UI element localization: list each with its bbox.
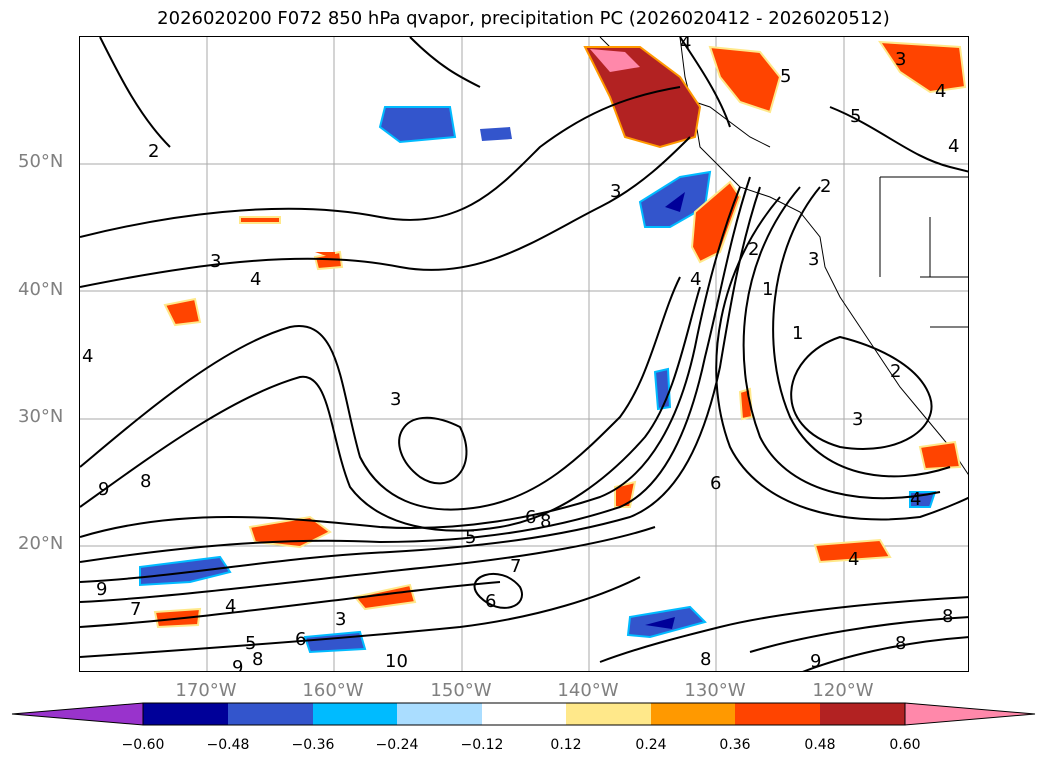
contour-label: 4 bbox=[225, 596, 236, 617]
shaded-fields bbox=[139, 40, 967, 654]
contour-label: 8 bbox=[140, 471, 151, 492]
contour-label: 2 bbox=[890, 361, 901, 382]
colorbar-extend-high bbox=[904, 702, 1036, 726]
contour-label: 4 bbox=[680, 37, 691, 54]
shade-positive-alaska bbox=[583, 46, 702, 149]
lon-label-170w: 170°W bbox=[175, 680, 237, 701]
contour-label: 3 bbox=[895, 49, 906, 70]
colorbar-bin bbox=[820, 703, 905, 725]
colorbar-bin bbox=[735, 703, 820, 725]
figure-title: 2026020200 F072 850 hPa qvapor, precipit… bbox=[157, 8, 890, 29]
map-panel: 2 3 4 3 4 3 2 1 9 8 9 7 4 3 5 6 9 8 10 6… bbox=[79, 36, 969, 672]
colorbar-bin bbox=[228, 703, 313, 725]
contour-label: 3 bbox=[335, 609, 346, 630]
colorbar-tick-label: −0.60 bbox=[121, 737, 165, 753]
lat-label-50n: 50°N bbox=[18, 151, 64, 172]
lon-label-120w: 120°W bbox=[812, 680, 874, 701]
contour-label: 6 bbox=[295, 629, 306, 650]
lat-label-20n: 20°N bbox=[18, 533, 64, 554]
contour-label: 2 bbox=[148, 141, 159, 162]
contour-label: 4 bbox=[82, 346, 93, 367]
contour-label: 5 bbox=[465, 527, 476, 548]
contour-label: 5 bbox=[850, 106, 861, 127]
contour-label: 10 bbox=[385, 651, 408, 672]
shade-positive-bc bbox=[708, 45, 782, 114]
colorbar-tick-label: 0.60 bbox=[889, 737, 921, 753]
colorbar-tick-label: 0.24 bbox=[635, 737, 667, 753]
colorbar-bin bbox=[482, 703, 566, 725]
colorbar-tick-label: −0.24 bbox=[375, 737, 419, 753]
colorbar-bin bbox=[313, 703, 397, 725]
contour-label: 4 bbox=[690, 269, 701, 290]
lat-label-40n: 40°N bbox=[18, 279, 64, 300]
colorbar-tick-label: −0.12 bbox=[460, 737, 504, 753]
colorbar-extend-low bbox=[11, 702, 144, 726]
lat-label-30n: 30°N bbox=[18, 406, 64, 427]
contour-label: 3 bbox=[610, 181, 621, 202]
contour-label: 6 bbox=[525, 507, 536, 528]
lon-label-150w: 150°W bbox=[430, 680, 492, 701]
colorbar-bin bbox=[566, 703, 651, 725]
contour-label: 8 bbox=[700, 649, 711, 670]
contour-label: 7 bbox=[510, 556, 521, 577]
contour-label: 8 bbox=[895, 633, 906, 654]
colorbar-tick-label: 0.48 bbox=[804, 737, 836, 753]
contour-label: 9 bbox=[810, 651, 821, 672]
contour-label: 5 bbox=[245, 633, 256, 654]
lon-label-140w: 140°W bbox=[557, 680, 619, 701]
contour-label: 8 bbox=[252, 649, 263, 670]
contour-label: 3 bbox=[390, 389, 401, 410]
colorbar-bin bbox=[651, 703, 735, 725]
contour-label: 2 bbox=[820, 176, 831, 197]
contour-label: 6 bbox=[710, 473, 721, 494]
colorbar-tick-label: −0.36 bbox=[291, 737, 335, 753]
colorbar-bin bbox=[143, 703, 228, 725]
colorbar-tick-label: 0.12 bbox=[550, 737, 582, 753]
contour-label: 8 bbox=[942, 606, 953, 627]
contour-label: 3 bbox=[210, 251, 221, 272]
contour-label: 3 bbox=[808, 249, 819, 270]
contour-label: 4 bbox=[935, 81, 946, 102]
contour-label: 7 bbox=[130, 599, 141, 620]
contour-label: 9 bbox=[98, 479, 109, 500]
shade-positive-offshore bbox=[690, 180, 742, 264]
contour-label: 4 bbox=[250, 269, 261, 290]
colorbar-tick-label: −0.48 bbox=[206, 737, 250, 753]
contour-label: 6 bbox=[485, 591, 496, 612]
contour-label: 4 bbox=[948, 136, 959, 157]
contour-label: 4 bbox=[848, 549, 859, 570]
contour-label: 2 bbox=[748, 239, 759, 260]
colorbar-tick-label: 0.36 bbox=[719, 737, 751, 753]
contour-label: 8 bbox=[540, 511, 551, 532]
map-canvas: 2 3 4 3 4 3 2 1 9 8 9 7 4 3 5 6 9 8 10 6… bbox=[80, 37, 968, 672]
contour-label: 1 bbox=[792, 323, 803, 344]
colorbar-bin bbox=[397, 703, 482, 725]
contour-labels: 2 3 4 3 4 3 2 1 9 8 9 7 4 3 5 6 9 8 10 6… bbox=[82, 37, 959, 672]
contour-label: 9 bbox=[232, 657, 243, 672]
lon-label-160w: 160°W bbox=[302, 680, 364, 701]
contour-label: 4 bbox=[910, 489, 921, 510]
contour-label: 5 bbox=[780, 66, 791, 87]
colorbar bbox=[11, 702, 1036, 726]
contours bbox=[80, 37, 968, 671]
contour-label: 1 bbox=[762, 279, 773, 300]
contour-label: 3 bbox=[852, 409, 863, 430]
contour-label: 9 bbox=[96, 579, 107, 600]
lon-label-130w: 130°W bbox=[684, 680, 746, 701]
